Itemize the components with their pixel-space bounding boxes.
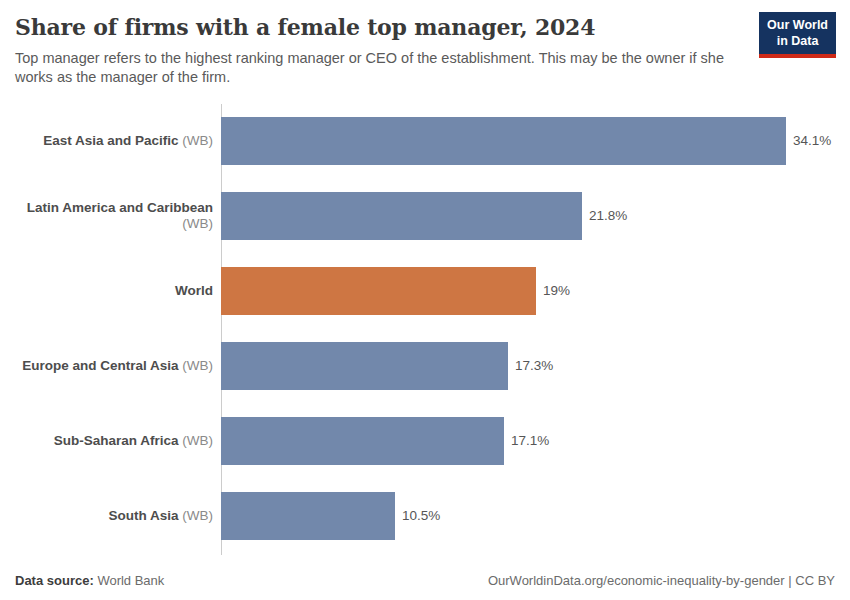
bar[interactable] [221,492,395,540]
chart-title: Share of firms with a female top manager… [15,14,750,40]
data-source-value: World Bank [97,573,164,588]
bar-value-label: 19% [543,283,570,298]
bar-row: Latin America and Caribbean (WB) 21.8% [0,178,850,253]
category-suffix: (WB) [182,216,213,231]
bar-value-label: 10.5% [402,508,440,523]
category-label: World [0,283,221,299]
bar[interactable] [221,117,786,165]
category-suffix: (WB) [179,433,214,448]
category-label: Sub-Saharan Africa (WB) [0,433,221,449]
owid-logo-line2: in Data [767,33,828,49]
bar-rows: East Asia and Pacific (WB) 34.1% Latin Ame… [0,103,850,553]
chart-subtitle: Top manager refers to the highest rankin… [15,49,743,87]
owid-logo-line1: Our World [767,17,828,33]
bar-value-label: 21.8% [589,208,627,223]
category-name: World [175,283,213,298]
category-suffix: (WB) [179,133,214,148]
bar-chart: East Asia and Pacific (WB) 34.1% Latin Ame… [0,103,850,555]
chart-header: Share of firms with a female top manager… [15,14,750,87]
bar-row: Europe and Central Asia (WB) 17.3% [0,328,850,403]
category-name: South Asia [108,508,178,523]
bar-row: South Asia (WB) 10.5% [0,478,850,553]
bar-row: Sub-Saharan Africa (WB) 17.1% [0,403,850,478]
citation-link[interactable]: OurWorldinData.org/economic-inequality-b… [488,573,835,588]
bar-value-label: 34.1% [793,133,831,148]
bar[interactable] [221,192,582,240]
category-label: South Asia (WB) [0,508,221,524]
category-label: Europe and Central Asia (WB) [0,358,221,374]
category-name: Europe and Central Asia [22,358,178,373]
category-suffix: (WB) [179,508,214,523]
bar-row: East Asia and Pacific (WB) 34.1% [0,103,850,178]
category-name: East Asia and Pacific [43,133,178,148]
category-name: Latin America and Caribbean [27,200,213,215]
data-source: Data source: World Bank [15,573,164,588]
owid-logo[interactable]: Our World in Data [759,12,836,58]
category-name: Sub-Saharan Africa [54,433,179,448]
bar-value-label: 17.3% [515,358,553,373]
chart-footer: Data source: World Bank OurWorldinData.o… [15,573,835,588]
category-suffix: (WB) [179,358,214,373]
bar-row: World 19% [0,253,850,328]
category-label: East Asia and Pacific (WB) [0,133,221,149]
category-label: Latin America and Caribbean (WB) [0,200,221,231]
data-source-label: Data source: [15,573,94,588]
bar[interactable] [221,342,508,390]
bar[interactable] [221,267,536,315]
bar-value-label: 17.1% [511,433,549,448]
bar[interactable] [221,417,504,465]
